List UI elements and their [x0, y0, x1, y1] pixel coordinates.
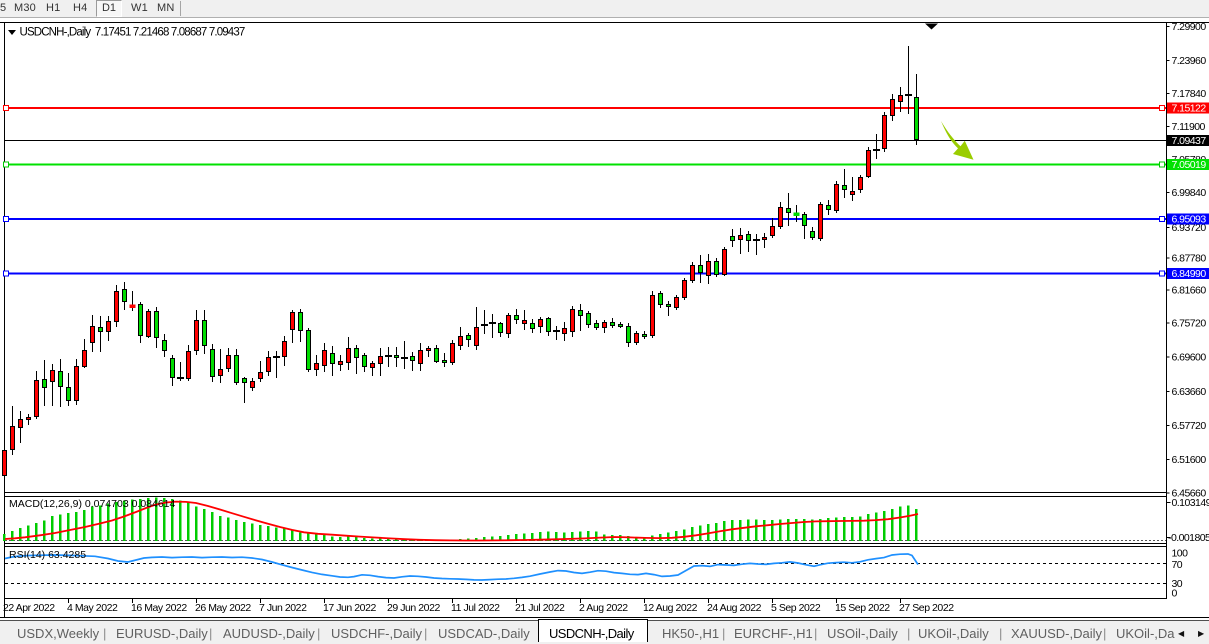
svg-text:6.57720: 6.57720 [1172, 420, 1207, 432]
svg-text:6.93720: 6.93720 [1172, 222, 1207, 234]
svg-text:7.09437: 7.09437 [1172, 135, 1207, 147]
svg-text:7.05019: 7.05019 [1172, 159, 1207, 171]
svg-text:6.69600: 6.69600 [1172, 352, 1207, 364]
svg-text:7.11900: 7.11900 [1172, 121, 1206, 133]
svg-text:7.29900: 7.29900 [1172, 22, 1207, 33]
svg-text:2 Aug 2022: 2 Aug 2022 [579, 602, 628, 614]
svg-text:6.84990: 6.84990 [1172, 268, 1207, 280]
svg-text:6.51600: 6.51600 [1172, 454, 1207, 466]
svg-text:7.17840: 7.17840 [1172, 88, 1207, 100]
svg-text:7 Jun 2022: 7 Jun 2022 [259, 602, 307, 614]
svg-text:29 Jun 2022: 29 Jun 2022 [387, 602, 440, 614]
svg-text:6.87780: 6.87780 [1172, 253, 1207, 265]
svg-text:5 Sep 2022: 5 Sep 2022 [771, 602, 821, 614]
svg-text:MACD(12,26,9) 0.074703 0.08461: MACD(12,26,9) 0.074703 0.084614 [9, 498, 176, 510]
svg-text:6.45660: 6.45660 [1172, 488, 1207, 500]
svg-text:USDCNH-,Daily 7.17451 7.21468: USDCNH-,Daily 7.17451 7.21468 7.08687 7.… [20, 27, 245, 39]
svg-text:12 Aug 2022: 12 Aug 2022 [643, 602, 698, 614]
svg-text:11 Jul 2022: 11 Jul 2022 [451, 602, 500, 614]
svg-text:17 Jun 2022: 17 Jun 2022 [323, 602, 376, 614]
svg-text:21 Jul 2022: 21 Jul 2022 [515, 602, 565, 614]
svg-text:100: 100 [1172, 548, 1189, 560]
svg-text:0: 0 [1172, 588, 1178, 600]
svg-text:6.95093: 6.95093 [1172, 214, 1207, 226]
svg-text:15 Sep 2022: 15 Sep 2022 [835, 602, 890, 614]
svg-text:26 May 2022: 26 May 2022 [195, 602, 251, 614]
svg-text:70: 70 [1172, 559, 1183, 571]
svg-text:7.23960: 7.23960 [1172, 55, 1207, 67]
svg-text:6.63660: 6.63660 [1172, 386, 1207, 398]
svg-text:6.81660: 6.81660 [1172, 285, 1207, 297]
svg-text:4 May 2022: 4 May 2022 [67, 602, 118, 614]
svg-text:-0.001805: -0.001805 [1168, 532, 1209, 544]
svg-text:RSI(14) 63.4285: RSI(14) 63.4285 [9, 549, 86, 561]
svg-text:22 Apr 2022: 22 Apr 2022 [3, 602, 55, 614]
svg-text:7.15122: 7.15122 [1172, 103, 1207, 115]
svg-text:27 Sep 2022: 27 Sep 2022 [899, 602, 954, 614]
svg-text:16 May 2022: 16 May 2022 [131, 602, 187, 614]
svg-text:30: 30 [1172, 578, 1183, 590]
svg-text:24 Aug 2022: 24 Aug 2022 [707, 602, 762, 614]
svg-text:6.75720: 6.75720 [1172, 318, 1207, 330]
svg-text:6.99840: 6.99840 [1172, 187, 1207, 199]
svg-text:0.103149: 0.103149 [1172, 497, 1209, 509]
